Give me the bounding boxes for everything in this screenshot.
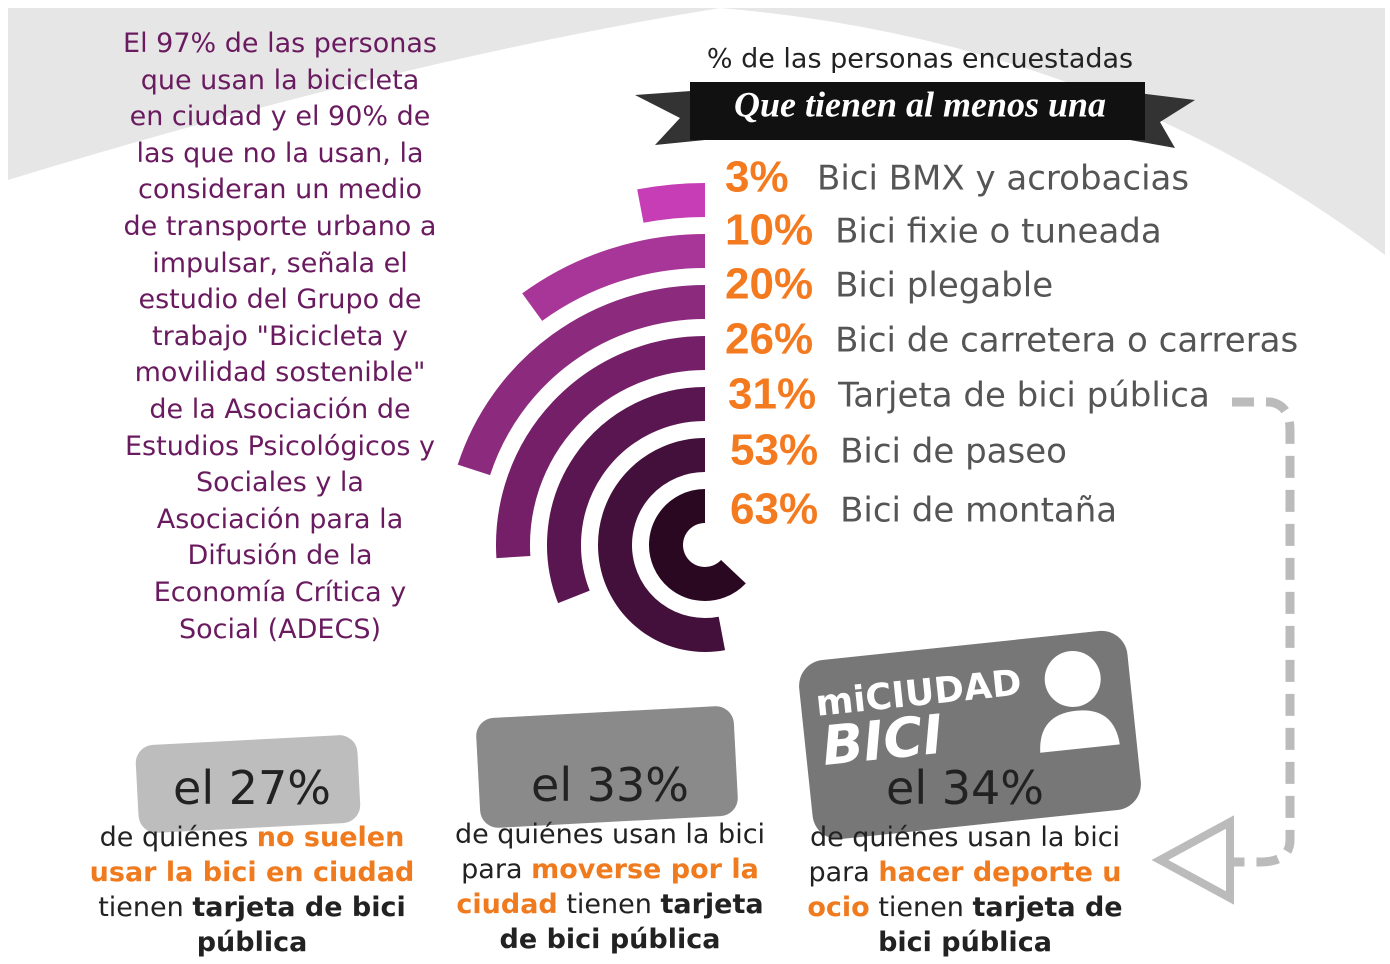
category-label: Bici de carretera o carreras [835, 321, 1298, 361]
card-line2: BICI [819, 703, 946, 778]
category-label: Bici fixie o tuneada [835, 212, 1162, 252]
stat-block: el 27% de quiénes no suelen usar la bici … [82, 760, 422, 960]
stat-text-part: hacer deporte u ocio [807, 857, 1122, 923]
stat-text-part: tarjeta de bici pública [192, 892, 406, 958]
radial-bar [457, 285, 706, 476]
ribbon-end [635, 90, 705, 145]
title: Que tienen al menos una [734, 84, 1106, 124]
intro-line: las que no la usan, la [136, 137, 424, 169]
stat-text-part: moverse por la ciudad [456, 854, 759, 920]
stat-text-part: de quiénes usan la bici para [808, 822, 1121, 888]
category-label: Bici de montaña [840, 491, 1117, 531]
value-label: 63% [730, 485, 818, 534]
category-label: Bici plegable [835, 266, 1053, 306]
stat-block: el 33% de quiénes usan la bici para mover… [440, 757, 780, 957]
subtitle: % de las personas encuestadas [707, 44, 1133, 75]
value-label: 20% [725, 260, 813, 309]
intro-line: impulsar, señala el [152, 247, 408, 279]
stat-block: el 34% de quiénes usan la bici para hacer… [795, 760, 1135, 960]
intro-line: Estudios Psicológicos y [124, 430, 436, 462]
intro-line: consideran un medio [137, 174, 422, 206]
stat-text-part: tienen [557, 889, 661, 920]
category-label: Tarjeta de bici pública [837, 376, 1210, 416]
intro-line: en ciudad y el 90% de [129, 101, 431, 133]
stat-text: de quiénes usan la bici para moverse por… [440, 817, 780, 957]
value-label: 53% [730, 426, 818, 475]
value-label: 10% [725, 206, 813, 255]
intro-line: Sociales y la [196, 467, 364, 499]
arrow-head [1151, 815, 1234, 905]
intro-line: de transporte urbano a [123, 210, 437, 242]
card-avatar-head [1044, 650, 1101, 707]
radial-bar [649, 489, 746, 601]
intro-line: Asociación para la [156, 503, 404, 535]
category-label: Bici de paseo [840, 432, 1067, 472]
card: miCIUDAD BICI [799, 630, 1141, 840]
stat-text: de quiénes no suelen usar la bici en ciu… [82, 820, 422, 960]
value-label: 31% [728, 370, 816, 419]
bg-band-left [8, 8, 720, 180]
radial-bar [496, 336, 706, 559]
intro-line: Difusión de la [187, 540, 373, 572]
intro-line: movilidad sostenible" [134, 357, 426, 389]
category-label: Bici BMX y acrobacias [817, 159, 1189, 199]
card-avatar-body [1040, 710, 1120, 753]
bg-band-right [720, 8, 1385, 255]
stat-text-part: tienen [869, 892, 973, 923]
stat-tag [135, 735, 361, 833]
stat-text-part: tienen [98, 892, 193, 923]
radial-bar [598, 438, 726, 652]
stat-text-part: tarjeta de bici pública [499, 889, 764, 955]
stat-text: de quiénes usan la bici para hacer depor… [795, 820, 1135, 960]
intro-line: El 97% de las personas [123, 28, 437, 59]
stat-headline: el 27% [173, 761, 331, 815]
radial-bar [522, 234, 706, 322]
ribbon [690, 82, 1145, 140]
intro-line: de la Asociación de [149, 393, 411, 425]
stat-text-part: de quiénes usan la bici para [454, 819, 766, 885]
intro-line: Economía Crítica y [153, 576, 407, 608]
dashed-arrow [1230, 397, 1295, 867]
intro-line: Social (ADECS) [178, 613, 381, 645]
stat-headline: el 33% [531, 758, 689, 812]
radial-bar [637, 183, 706, 223]
value-label: 3% [725, 153, 789, 202]
intro-line: estudio del Grupo de [138, 284, 422, 316]
intro-text: El 97% de las personas que usan la bicicl… [90, 26, 470, 648]
stat-text-part: de quiénes [99, 822, 257, 853]
intro-line: trabajo "Bicicleta y [152, 320, 408, 352]
value-label: 26% [725, 315, 813, 364]
stat-text-part: no suelen usar la bici en ciudad [89, 822, 415, 888]
stat-headline: el 34% [886, 761, 1044, 815]
ribbon-end [1130, 92, 1195, 148]
intro-line: que usan la bicicleta [140, 64, 420, 96]
stat-tag [476, 706, 738, 828]
stat-text-part: tarjeta de bici pública [878, 892, 1123, 958]
radial-bar [547, 387, 706, 604]
